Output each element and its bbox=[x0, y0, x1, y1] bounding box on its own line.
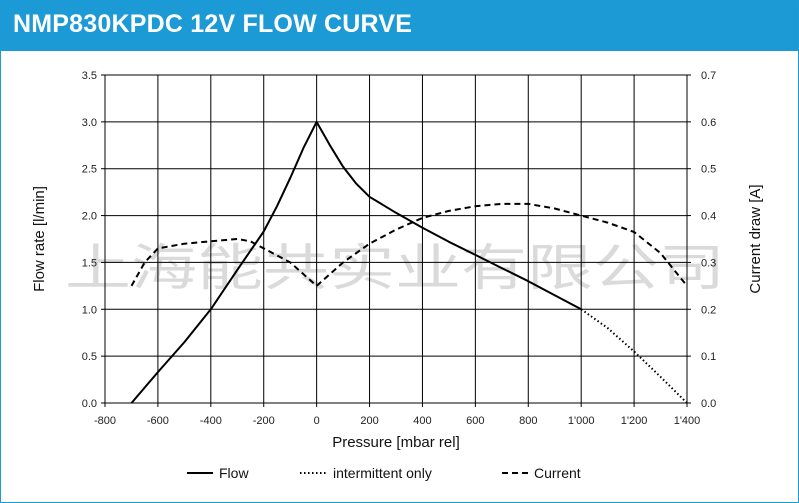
y2-axis-ticks: 0.0 0.1 0.2 0.3 0.4 0.5 0.6 0.7 bbox=[687, 70, 716, 410]
watermark-layer: 上海能共实业有限公司 bbox=[65, 239, 725, 297]
x-tick-label: 1'200 bbox=[621, 415, 648, 427]
x-tick-label: 1'400 bbox=[674, 415, 701, 427]
y-tick-label: 1.5 bbox=[82, 257, 97, 269]
y-axis-label: Flow rate [l/min] bbox=[31, 186, 48, 292]
y2-tick-label: 0.5 bbox=[701, 164, 716, 176]
x-tick-label: -600 bbox=[147, 415, 169, 427]
y-tick-label: 1.0 bbox=[82, 304, 97, 316]
x-tick-label: -400 bbox=[200, 415, 222, 427]
series-lines bbox=[130, 120, 688, 404]
y-tick-label: 2.0 bbox=[82, 211, 97, 223]
x-tick-label: 800 bbox=[519, 415, 537, 427]
y2-tick-label: 0.7 bbox=[701, 70, 716, 82]
y2-tick-label: 0.2 bbox=[701, 304, 716, 316]
legend-current-label: Current bbox=[534, 465, 581, 481]
x-axis-ticks: -800 -600 -400 -200 0 200 400 600 800 1'000 1'200 1… bbox=[94, 403, 700, 427]
x-tick-label: 0 bbox=[314, 415, 320, 427]
watermark-text: 上海能共实业有限公司 bbox=[65, 239, 725, 297]
y2-tick-label: 0.1 bbox=[701, 351, 716, 363]
flow-line bbox=[130, 120, 582, 404]
y2-tick-label: 0.4 bbox=[701, 211, 716, 223]
current-line bbox=[130, 202, 688, 287]
legend: Flow intermittent only Current bbox=[187, 465, 581, 481]
y2-tick-label: 0.3 bbox=[701, 257, 716, 269]
x-tick-label: -800 bbox=[94, 415, 116, 427]
chart-title: NMP830KPDC 12V FLOW CURVE bbox=[13, 10, 413, 38]
x-tick-label: 200 bbox=[360, 415, 378, 427]
legend-intermittent-label: intermittent only bbox=[333, 465, 432, 481]
x-tick-label: -200 bbox=[253, 415, 275, 427]
y-tick-label: 2.5 bbox=[82, 164, 97, 176]
x-axis-label: Pressure [mbar rel] bbox=[332, 434, 460, 451]
title-bar: NMP830KPDC 12V FLOW CURVE bbox=[1, 1, 798, 51]
y-tick-label: 3.5 bbox=[82, 70, 97, 82]
y2-tick-label: 0.6 bbox=[701, 117, 716, 129]
x-tick-label: 600 bbox=[466, 415, 484, 427]
intermittent-line bbox=[580, 308, 688, 404]
x-tick-label: 1'000 bbox=[568, 415, 595, 427]
y-tick-label: 0.5 bbox=[82, 351, 97, 363]
y-tick-label: 3.0 bbox=[82, 117, 97, 129]
x-tick-label: 400 bbox=[413, 415, 431, 427]
y-tick-label: 0.0 bbox=[82, 398, 97, 410]
y2-tick-label: 0.0 bbox=[701, 398, 716, 410]
plot-border bbox=[104, 74, 688, 404]
y2-axis-label: Current draw [A] bbox=[747, 184, 764, 293]
legend-flow-label: Flow bbox=[219, 465, 249, 481]
y-axis-ticks: 0.0 0.5 1.0 1.5 2.0 2.5 3.0 3.5 bbox=[82, 70, 105, 410]
